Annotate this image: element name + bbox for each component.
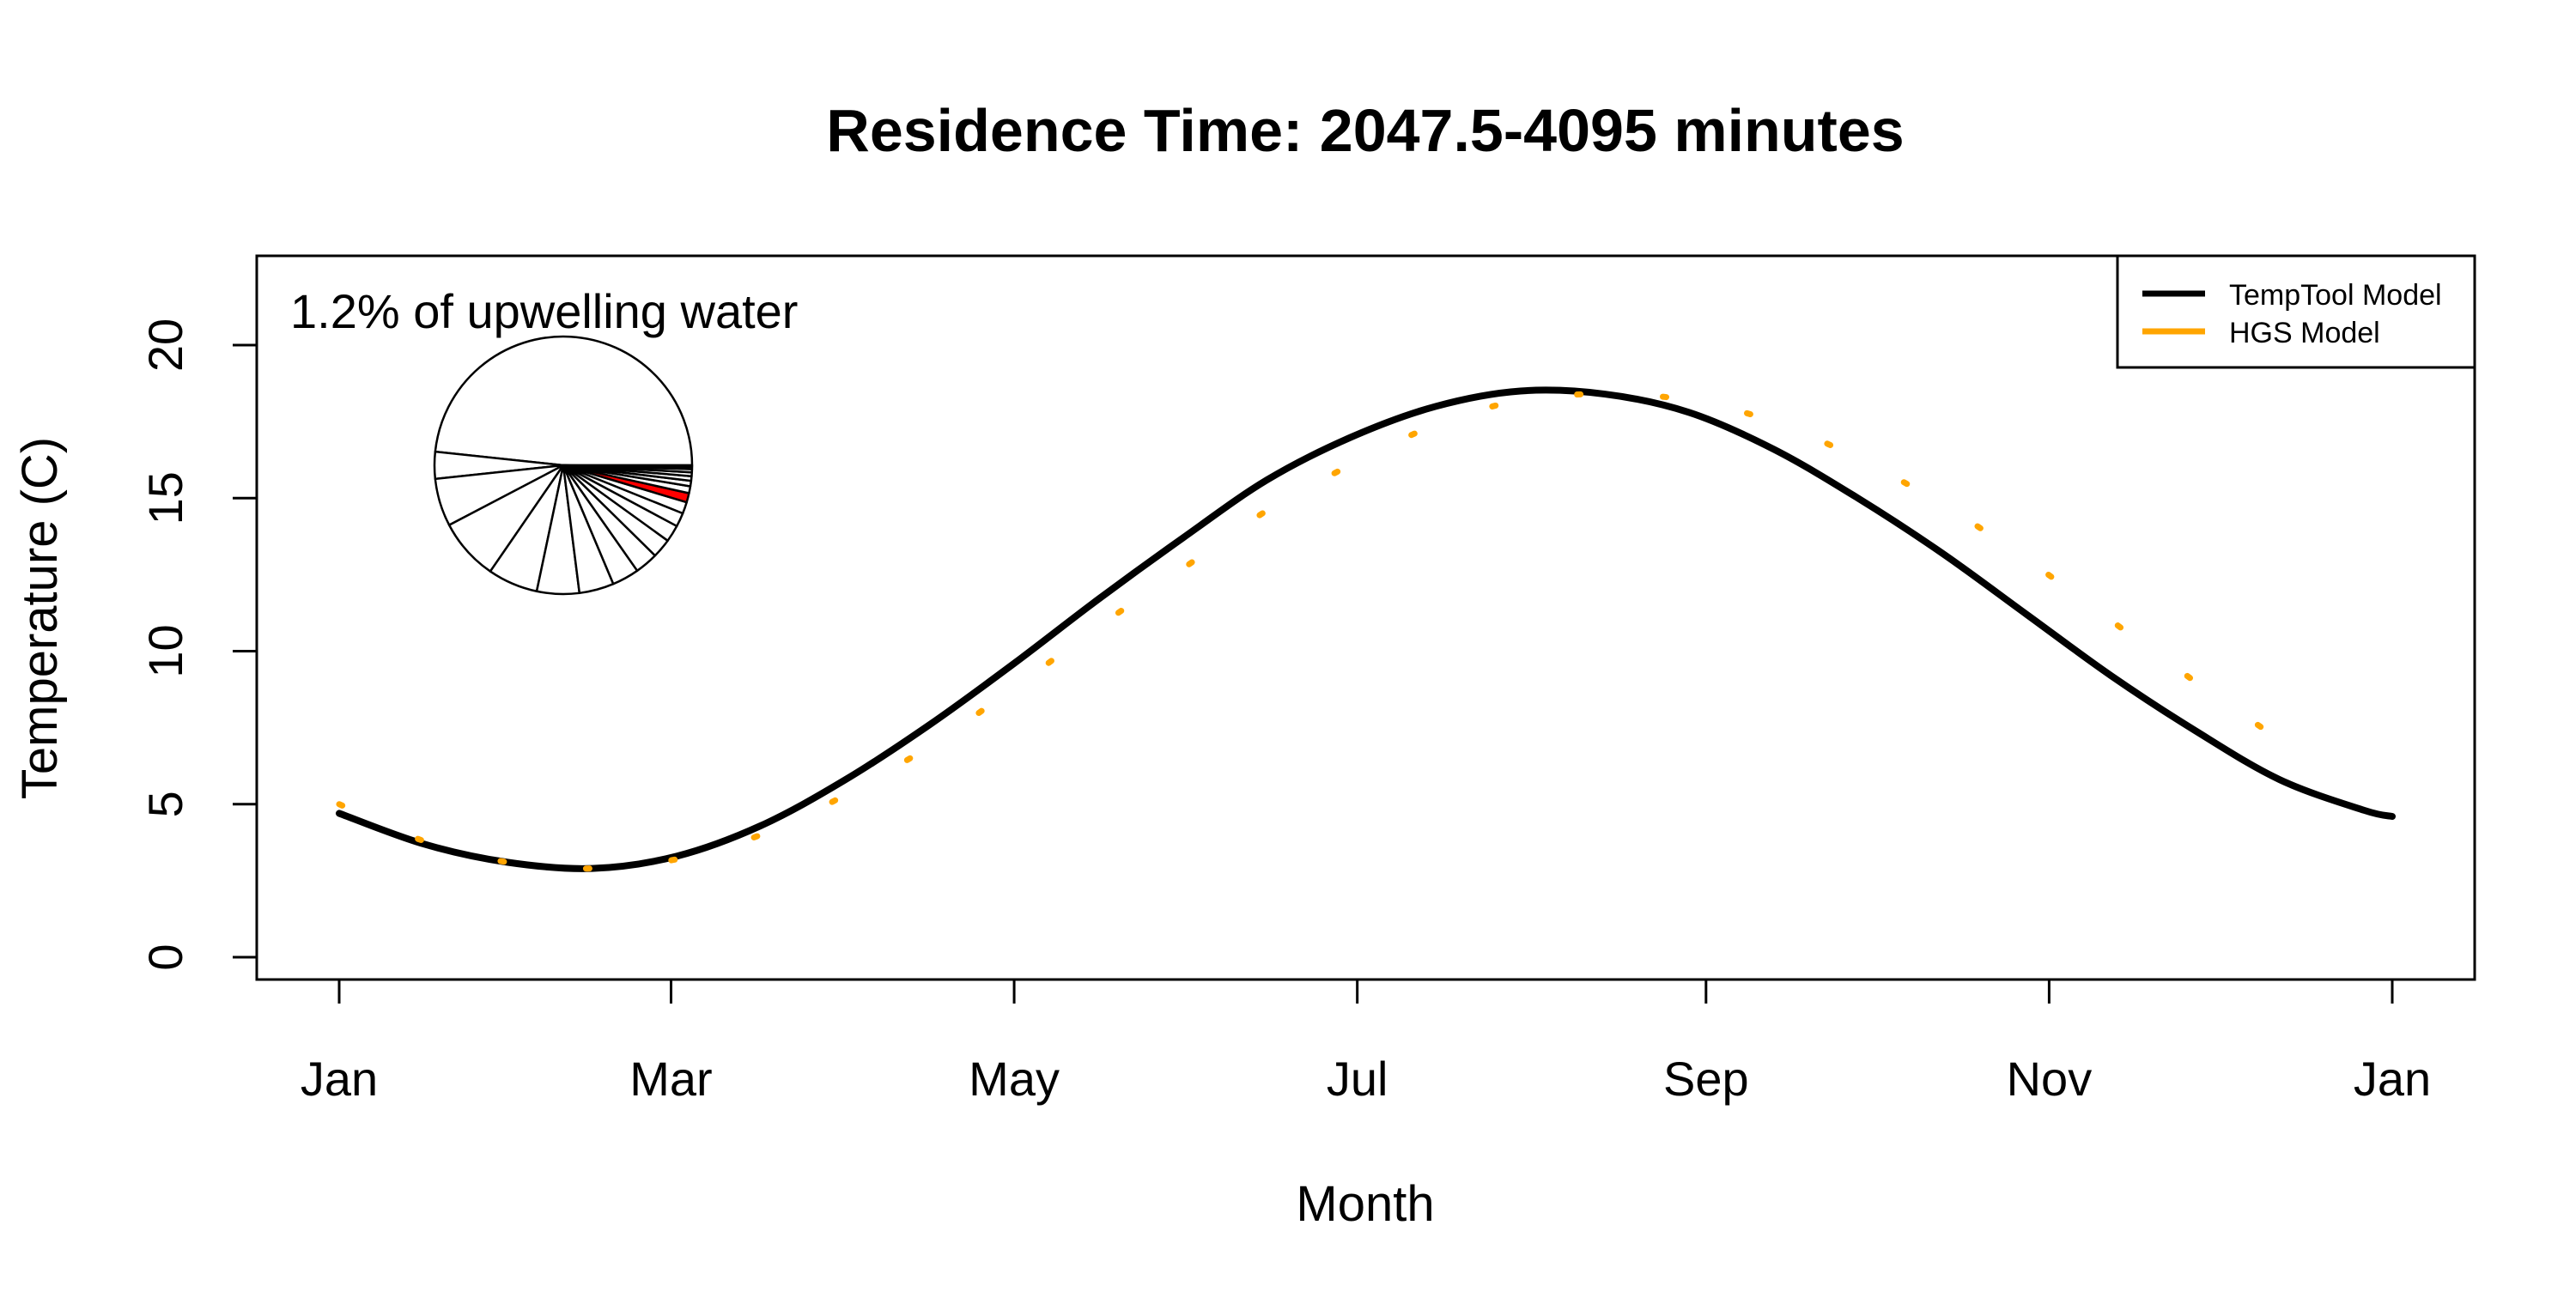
- legend-box: [2116, 254, 2476, 369]
- x-axis-title: Month: [1296, 1176, 1434, 1232]
- y-tick-label: 5: [138, 791, 192, 817]
- legend-label-temptool: TempTool Model: [2229, 279, 2442, 312]
- legend: TempTool Model HGS Model: [2116, 254, 2476, 369]
- x-tick-label: Sep: [1663, 1052, 1749, 1106]
- x-tick-label: Mar: [629, 1052, 712, 1106]
- upwelling-annotation: 1.2% of upwelling water: [290, 284, 798, 338]
- pie-slice: [434, 335, 694, 467]
- x-tick-label: Jul: [1327, 1052, 1388, 1106]
- y-axis-title: Temperature (C): [12, 437, 68, 799]
- series-layer: [336, 386, 2396, 872]
- x-tick-label: Jan: [301, 1052, 378, 1106]
- y-tick-label: 20: [138, 318, 192, 372]
- y-tick-label: 10: [138, 624, 192, 677]
- inset-pie: [433, 335, 694, 596]
- chart-title: Residence Time: 2047.5-4095 minutes: [826, 97, 1904, 164]
- series-line-temptool: [336, 386, 2396, 872]
- y-axis: 0 5 10 15 20: [138, 318, 258, 971]
- y-tick-label: 15: [138, 471, 192, 525]
- pie-slice: [562, 464, 694, 469]
- x-axis: Jan Mar May Jul Sep Nov Jan: [301, 978, 2431, 1106]
- series-line-hgs: [336, 391, 2283, 872]
- y-tick-label: 0: [138, 943, 192, 970]
- legend-label-hgs: HGS Model: [2229, 317, 2380, 349]
- x-tick-label: May: [969, 1052, 1060, 1106]
- x-tick-label: Jan: [2354, 1052, 2431, 1106]
- x-tick-label: Nov: [2007, 1052, 2093, 1106]
